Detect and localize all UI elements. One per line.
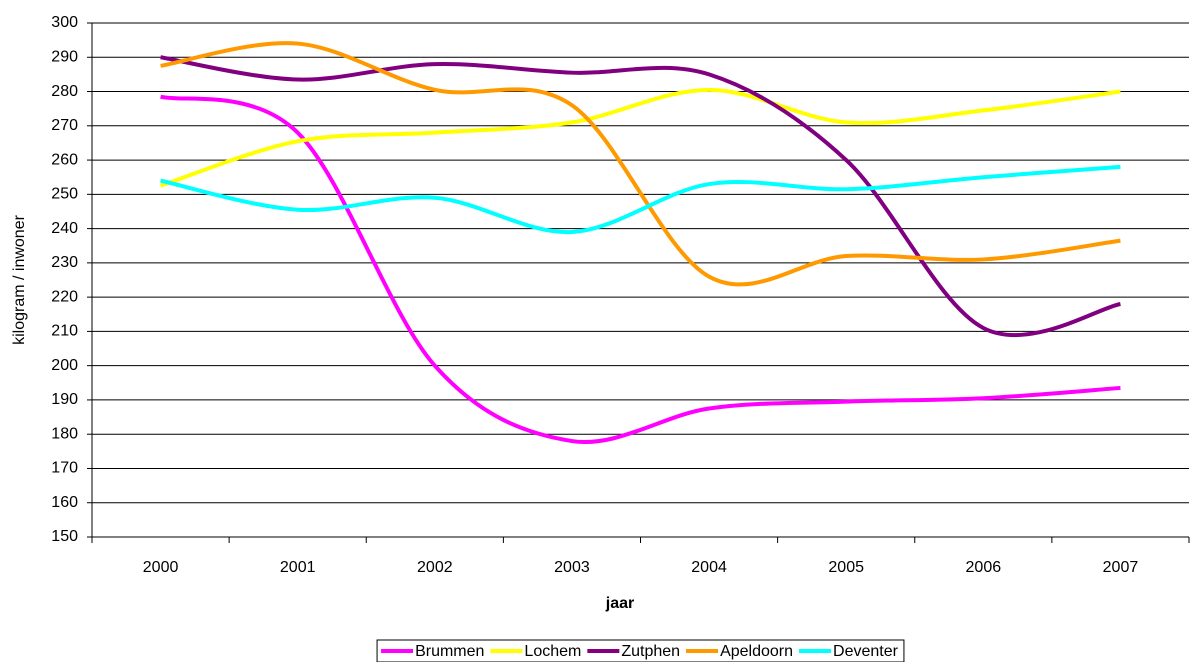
y-tick-label: 240 (51, 220, 78, 237)
y-tick-label: 280 (51, 83, 78, 100)
x-tick-label: 2000 (143, 559, 179, 576)
x-tick-label: 2007 (1103, 559, 1139, 576)
y-tick-label: 220 (51, 288, 78, 305)
x-axis-label: jaar (605, 595, 634, 612)
legend-label: Brummen (415, 643, 484, 660)
legend-label: Deventer (833, 643, 899, 660)
y-tick-label: 180 (51, 425, 78, 442)
y-tick-label: 290 (51, 48, 78, 65)
legend-label: Apeldoorn (720, 643, 793, 660)
x-tick-label: 2001 (280, 559, 316, 576)
y-tick-label: 230 (51, 254, 78, 271)
y-tick-label: 170 (51, 460, 78, 477)
series-line (160, 94, 1121, 445)
legend-box (376, 639, 905, 662)
y-tick-label: 160 (51, 494, 78, 511)
series-line (160, 164, 1121, 235)
y-tick-label: 190 (51, 391, 78, 408)
x-tick-label: 2005 (828, 559, 864, 576)
x-tick-label: 2003 (554, 559, 590, 576)
x-tick-label: 2004 (691, 559, 727, 576)
y-tick-label: 270 (51, 117, 78, 134)
y-tick-label: 210 (51, 323, 78, 340)
legend: Brummen Lochem Zutphen Apeldoorn Deventer (376, 639, 905, 662)
y-axis-label: kilogram / inwoner (11, 214, 28, 345)
series-line (160, 55, 1121, 338)
series-line (160, 41, 1121, 287)
legend-label: Zutphen (621, 643, 680, 660)
series-line (159, 87, 1121, 188)
y-tick-label: 300 (51, 14, 78, 31)
legend-label: Lochem (524, 643, 581, 660)
y-tick-label: 260 (51, 151, 78, 168)
x-tick-label: 2006 (966, 559, 1002, 576)
y-tick-label: 250 (51, 186, 78, 203)
y-tick-label: 150 (51, 528, 78, 545)
x-tick-label: 2002 (417, 559, 453, 576)
y-tick-label: 200 (51, 357, 78, 374)
